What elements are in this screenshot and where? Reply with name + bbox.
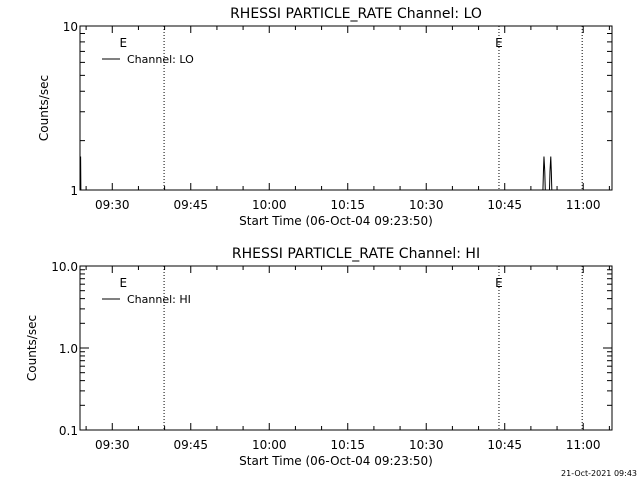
x-axis: 09:30 09:45 10:00 10:15 10:30 10:45 11:00 Start… bbox=[85, 266, 610, 468]
x-tick-label: 10:45 bbox=[487, 198, 522, 212]
legend-label: Channel: HI bbox=[127, 293, 191, 306]
x-tick-label: 09:45 bbox=[173, 198, 208, 212]
event-marker-label: E bbox=[119, 276, 127, 290]
plot-frame bbox=[79, 25, 613, 191]
footer-timestamp: 21-Oct-2021 09:43 bbox=[561, 469, 637, 478]
legend-label: Channel: LO bbox=[127, 53, 194, 66]
y-axis: 1 10 Counts/sec bbox=[37, 20, 612, 198]
x-tick-label: 09:30 bbox=[95, 438, 130, 452]
legend: Channel: LO bbox=[102, 53, 194, 66]
x-axis-label: Start Time (06-Oct-04 09:23:50) bbox=[239, 454, 433, 468]
plot-frame bbox=[79, 265, 613, 431]
y-tick-label: 1 bbox=[70, 184, 78, 198]
chart-title: RHESSI PARTICLE_RATE Channel: HI bbox=[232, 246, 480, 262]
x-tick-label: 11:00 bbox=[566, 198, 601, 212]
x-tick-label: 09:45 bbox=[173, 438, 208, 452]
y-tick-label: 1.0 bbox=[59, 342, 78, 356]
x-tick-label: 10:15 bbox=[330, 198, 365, 212]
x-tick-label: 10:00 bbox=[252, 198, 287, 212]
y-tick-label: 10.0 bbox=[51, 260, 78, 274]
y-tick-label: 0.1 bbox=[59, 424, 78, 438]
x-tick-label: 10:45 bbox=[487, 438, 522, 452]
legend: Channel: HI bbox=[102, 293, 191, 306]
x-axis: 09:30 09:45 10:00 10:15 10:30 10:45 11:00 Start… bbox=[85, 26, 610, 228]
x-tick-label: 09:30 bbox=[95, 198, 130, 212]
chart-title: RHESSI PARTICLE_RATE Channel: LO bbox=[230, 6, 482, 22]
event-marker-label: E bbox=[119, 36, 127, 50]
x-tick-label: 10:00 bbox=[252, 438, 287, 452]
y-axis-label: Counts/sec bbox=[25, 315, 39, 381]
event-marker-label: E bbox=[495, 276, 503, 290]
event-marker-label: E bbox=[495, 36, 503, 50]
y-tick-label: 10 bbox=[63, 20, 78, 34]
x-tick-label: 10:30 bbox=[409, 198, 444, 212]
x-axis-label: Start Time (06-Oct-04 09:23:50) bbox=[239, 214, 433, 228]
x-tick-label: 10:15 bbox=[330, 438, 365, 452]
y-axis: 0.1 1.0 10.0 Counts/sec bbox=[25, 260, 612, 438]
series-line bbox=[79, 156, 553, 191]
y-axis-label: Counts/sec bbox=[37, 75, 51, 141]
x-tick-label: 11:00 bbox=[566, 438, 601, 452]
x-tick-label: 10:30 bbox=[409, 438, 444, 452]
